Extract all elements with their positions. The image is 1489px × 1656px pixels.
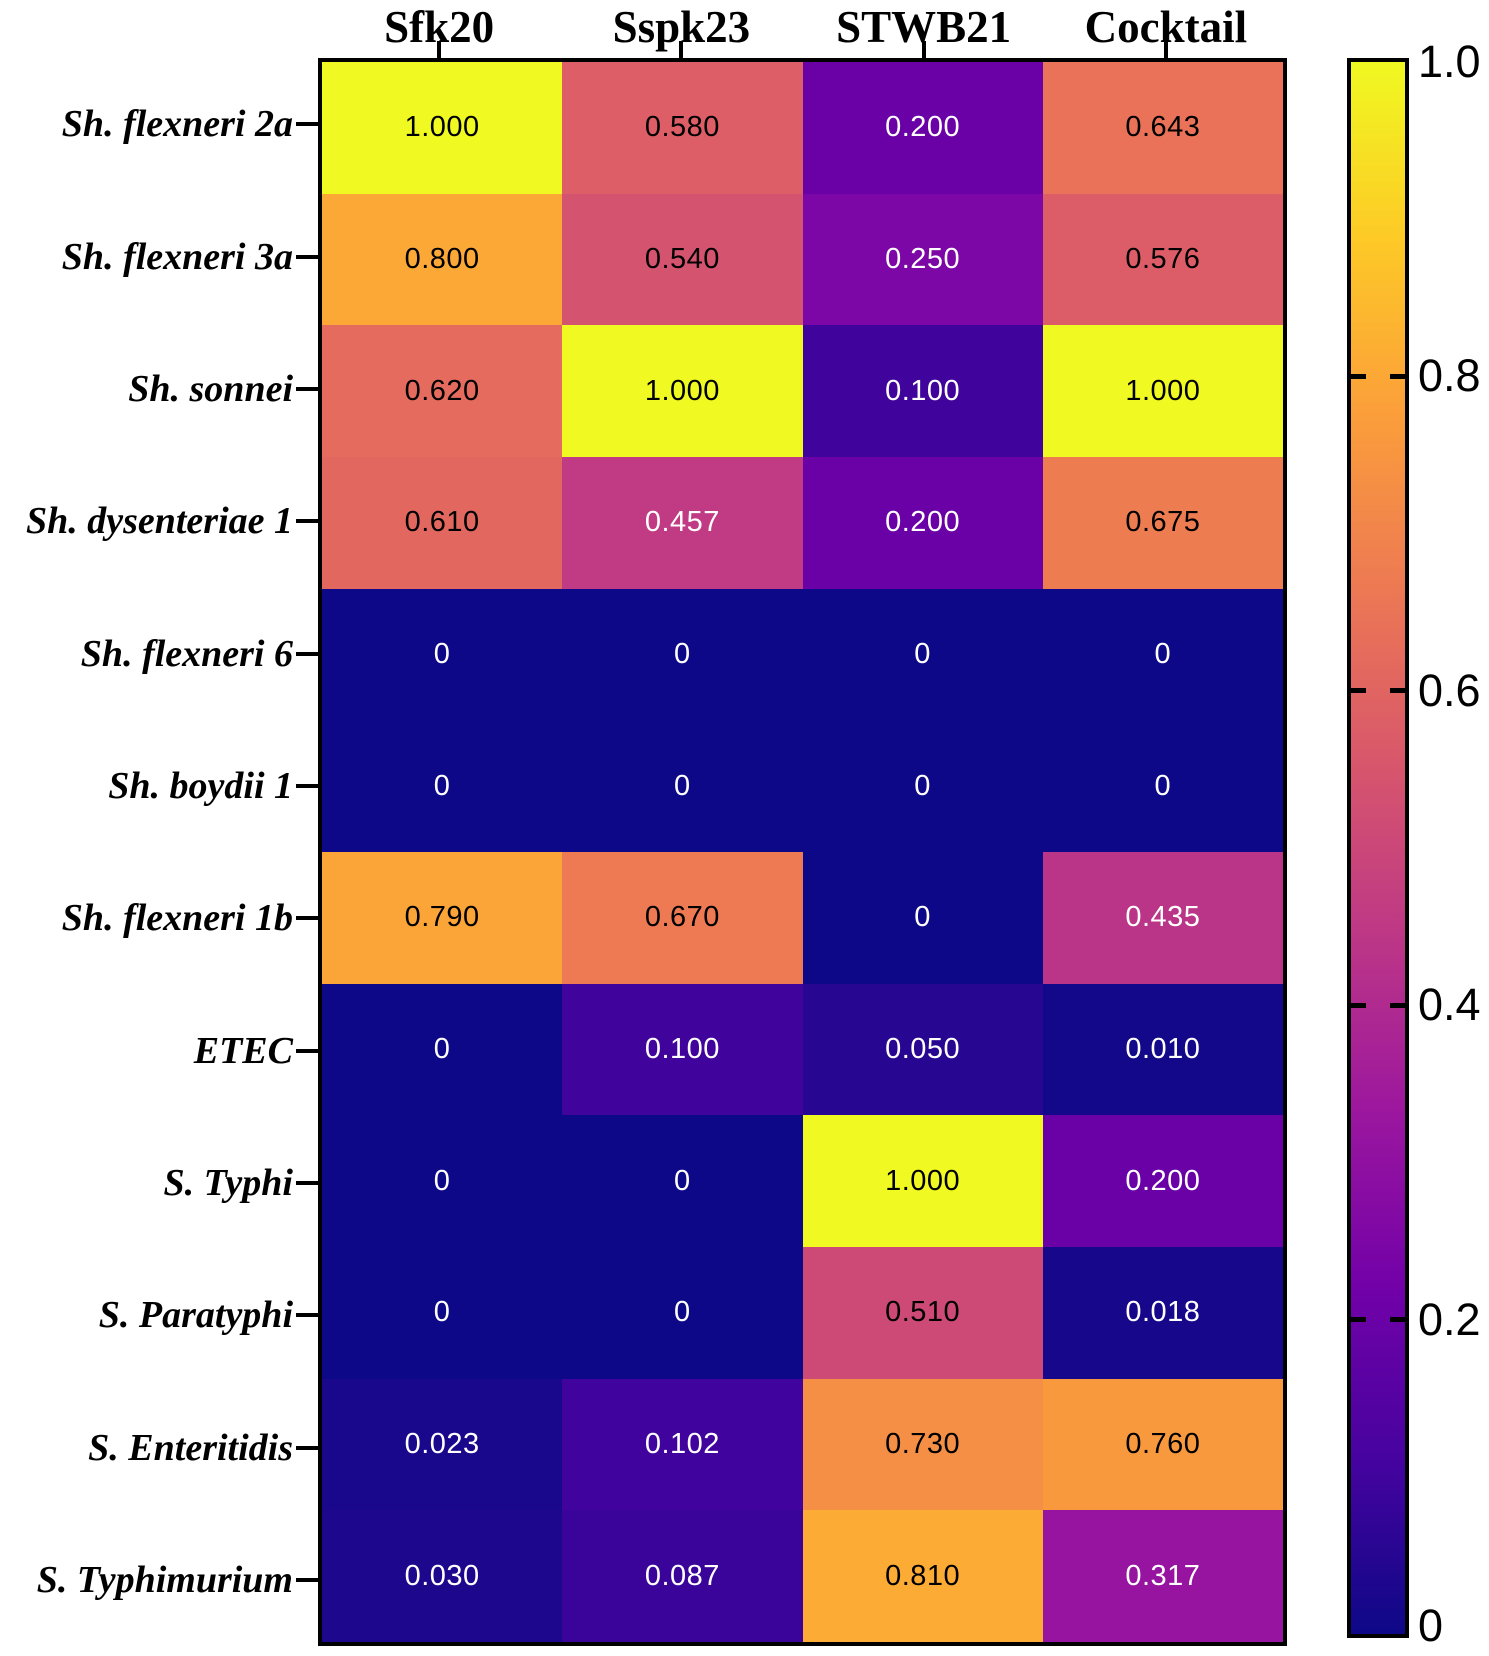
heatmap-cell-r10-c1: 0 — [322, 1247, 563, 1379]
heatmap-grid: 1.000 0.580 0.200 0.643 0.800 0.540 0.250 0.576… — [318, 58, 1287, 1646]
colorbar-tick-left — [1351, 1317, 1366, 1323]
heatmap-cell-r11-c1: 0.023 — [322, 1378, 563, 1511]
row-tick — [296, 1445, 319, 1450]
row-tick — [296, 916, 319, 921]
colorbar-label-0.6: 0.6 — [1418, 664, 1481, 716]
heatmap-cell-r1-c4: 0.643 — [1042, 62, 1283, 194]
row-label-4: Sh. dysenteriae 1 — [25, 500, 293, 543]
heatmap-cell-r11-c3: 0.730 — [802, 1378, 1043, 1511]
row-label-10: S. Paratyphi — [98, 1294, 293, 1337]
heatmap-cell-r5-c2: 0 — [562, 588, 803, 721]
column-tick — [679, 41, 684, 58]
heatmap-cell-r1-c1: 1.000 — [322, 62, 563, 194]
colorbar — [1347, 58, 1409, 1638]
colorbar-label-0: 0 — [1418, 1600, 1444, 1651]
row-label-2: Sh. flexneri 3a — [61, 235, 293, 278]
heatmap-cell-r3-c4: 1.000 — [1042, 325, 1283, 457]
colorbar-label-0.8: 0.8 — [1418, 350, 1481, 402]
heatmap-cell-r12-c1: 0.030 — [322, 1510, 563, 1642]
colorbar-tick-left — [1351, 373, 1366, 379]
heatmap-cell-r8-c4: 0.010 — [1042, 983, 1283, 1116]
heatmap-cell-r5-c3: 0 — [802, 588, 1043, 721]
row-tick — [296, 1577, 319, 1582]
column-tick — [921, 41, 926, 58]
row-tick — [296, 783, 319, 788]
heatmap-cell-r3-c2: 1.000 — [562, 325, 803, 457]
heatmap-cell-r3-c3: 0.100 — [802, 325, 1043, 457]
heatmap-cell-r10-c3: 0.510 — [802, 1247, 1043, 1379]
heatmap-cell-r7-c4: 0.435 — [1042, 852, 1283, 984]
heatmap-cell-r7-c1: 0.790 — [322, 852, 563, 984]
heatmap-cell-r9-c2: 0 — [562, 1115, 803, 1247]
heatmap-cell-r12-c2: 0.087 — [562, 1510, 803, 1642]
column-tick — [1163, 41, 1168, 58]
colorbar-label-0.4: 0.4 — [1418, 979, 1481, 1031]
heatmap-cell-r4-c1: 0.610 — [322, 457, 563, 589]
heatmap-cell-r5-c1: 0 — [322, 588, 563, 721]
row-label-8: ETEC — [193, 1029, 293, 1072]
row-label-7: Sh. flexneri 1b — [61, 897, 293, 940]
heatmap-cell-r4-c3: 0.200 — [802, 457, 1043, 589]
heatmap-cell-r10-c2: 0 — [562, 1247, 803, 1379]
heatmap-cell-r5-c4: 0 — [1042, 588, 1283, 721]
row-tick — [296, 122, 319, 127]
row-tick — [296, 519, 319, 524]
row-label-11: S. Enteritidis — [88, 1426, 293, 1469]
heatmap-cell-r1-c3: 0.200 — [802, 62, 1043, 194]
heatmap-cell-r7-c2: 0.670 — [562, 852, 803, 984]
heatmap-cell-r8-c2: 0.100 — [562, 983, 803, 1116]
heatmap-cell-r6-c4: 0 — [1042, 720, 1283, 852]
heatmap-cell-r2-c3: 0.250 — [802, 193, 1043, 326]
row-label-3: Sh. sonnei — [128, 367, 293, 410]
heatmap-cell-r9-c4: 0.200 — [1042, 1115, 1283, 1247]
heatmap-cell-r1-c2: 0.580 — [562, 62, 803, 194]
row-tick — [296, 1048, 319, 1053]
colorbar-label-0.2: 0.2 — [1418, 1293, 1481, 1345]
heatmap-cell-r2-c2: 0.540 — [562, 193, 803, 326]
heatmap-cell-r9-c1: 0 — [322, 1115, 563, 1247]
colorbar-tick-right — [1390, 1317, 1405, 1323]
heatmap-cell-r12-c3: 0.810 — [802, 1510, 1043, 1642]
colorbar-tick-right — [1390, 373, 1405, 379]
heatmap-cell-r6-c3: 0 — [802, 720, 1043, 852]
colorbar-tick-right — [1390, 1002, 1405, 1008]
column-tick — [437, 41, 442, 58]
heatmap-cell-r11-c2: 0.102 — [562, 1378, 803, 1511]
heatmap-cell-r6-c2: 0 — [562, 720, 803, 852]
heatmap-cell-r2-c4: 0.576 — [1042, 193, 1283, 326]
colorbar-tick-left — [1351, 688, 1366, 694]
colorbar-tick-right — [1390, 688, 1405, 694]
row-label-12: S. Typhimurium — [36, 1558, 293, 1601]
row-tick — [296, 386, 319, 391]
row-label-6: Sh. boydii 1 — [108, 764, 293, 807]
row-label-1: Sh. flexneri 2a — [61, 103, 293, 146]
heatmap-cell-r2-c1: 0.800 — [322, 193, 563, 326]
row-tick — [296, 1313, 319, 1318]
heatmap-cell-r11-c4: 0.760 — [1042, 1378, 1283, 1511]
colorbar-label-1.0: 1.0 — [1418, 36, 1481, 87]
heatmap-cell-r4-c4: 0.675 — [1042, 457, 1283, 589]
heatmap-cell-r4-c2: 0.457 — [562, 457, 803, 589]
row-label-5: Sh. flexneri 6 — [80, 632, 293, 675]
heatmap-cell-r12-c4: 0.317 — [1042, 1510, 1283, 1642]
heatmap-cell-r7-c3: 0 — [802, 852, 1043, 984]
row-tick — [296, 1180, 319, 1185]
heatmap-cell-r9-c3: 1.000 — [802, 1115, 1043, 1247]
row-tick — [296, 651, 319, 656]
row-label-9: S. Typhi — [163, 1161, 294, 1204]
heatmap-cell-r3-c1: 0.620 — [322, 325, 563, 457]
heatmap-cell-r8-c3: 0.050 — [802, 983, 1043, 1116]
colorbar-tick-left — [1351, 1002, 1366, 1008]
heatmap-cell-r8-c1: 0 — [322, 983, 563, 1116]
heatmap-cell-r10-c4: 0.018 — [1042, 1247, 1283, 1379]
row-tick — [296, 254, 319, 259]
heatmap-cell-r6-c1: 0 — [322, 720, 563, 852]
